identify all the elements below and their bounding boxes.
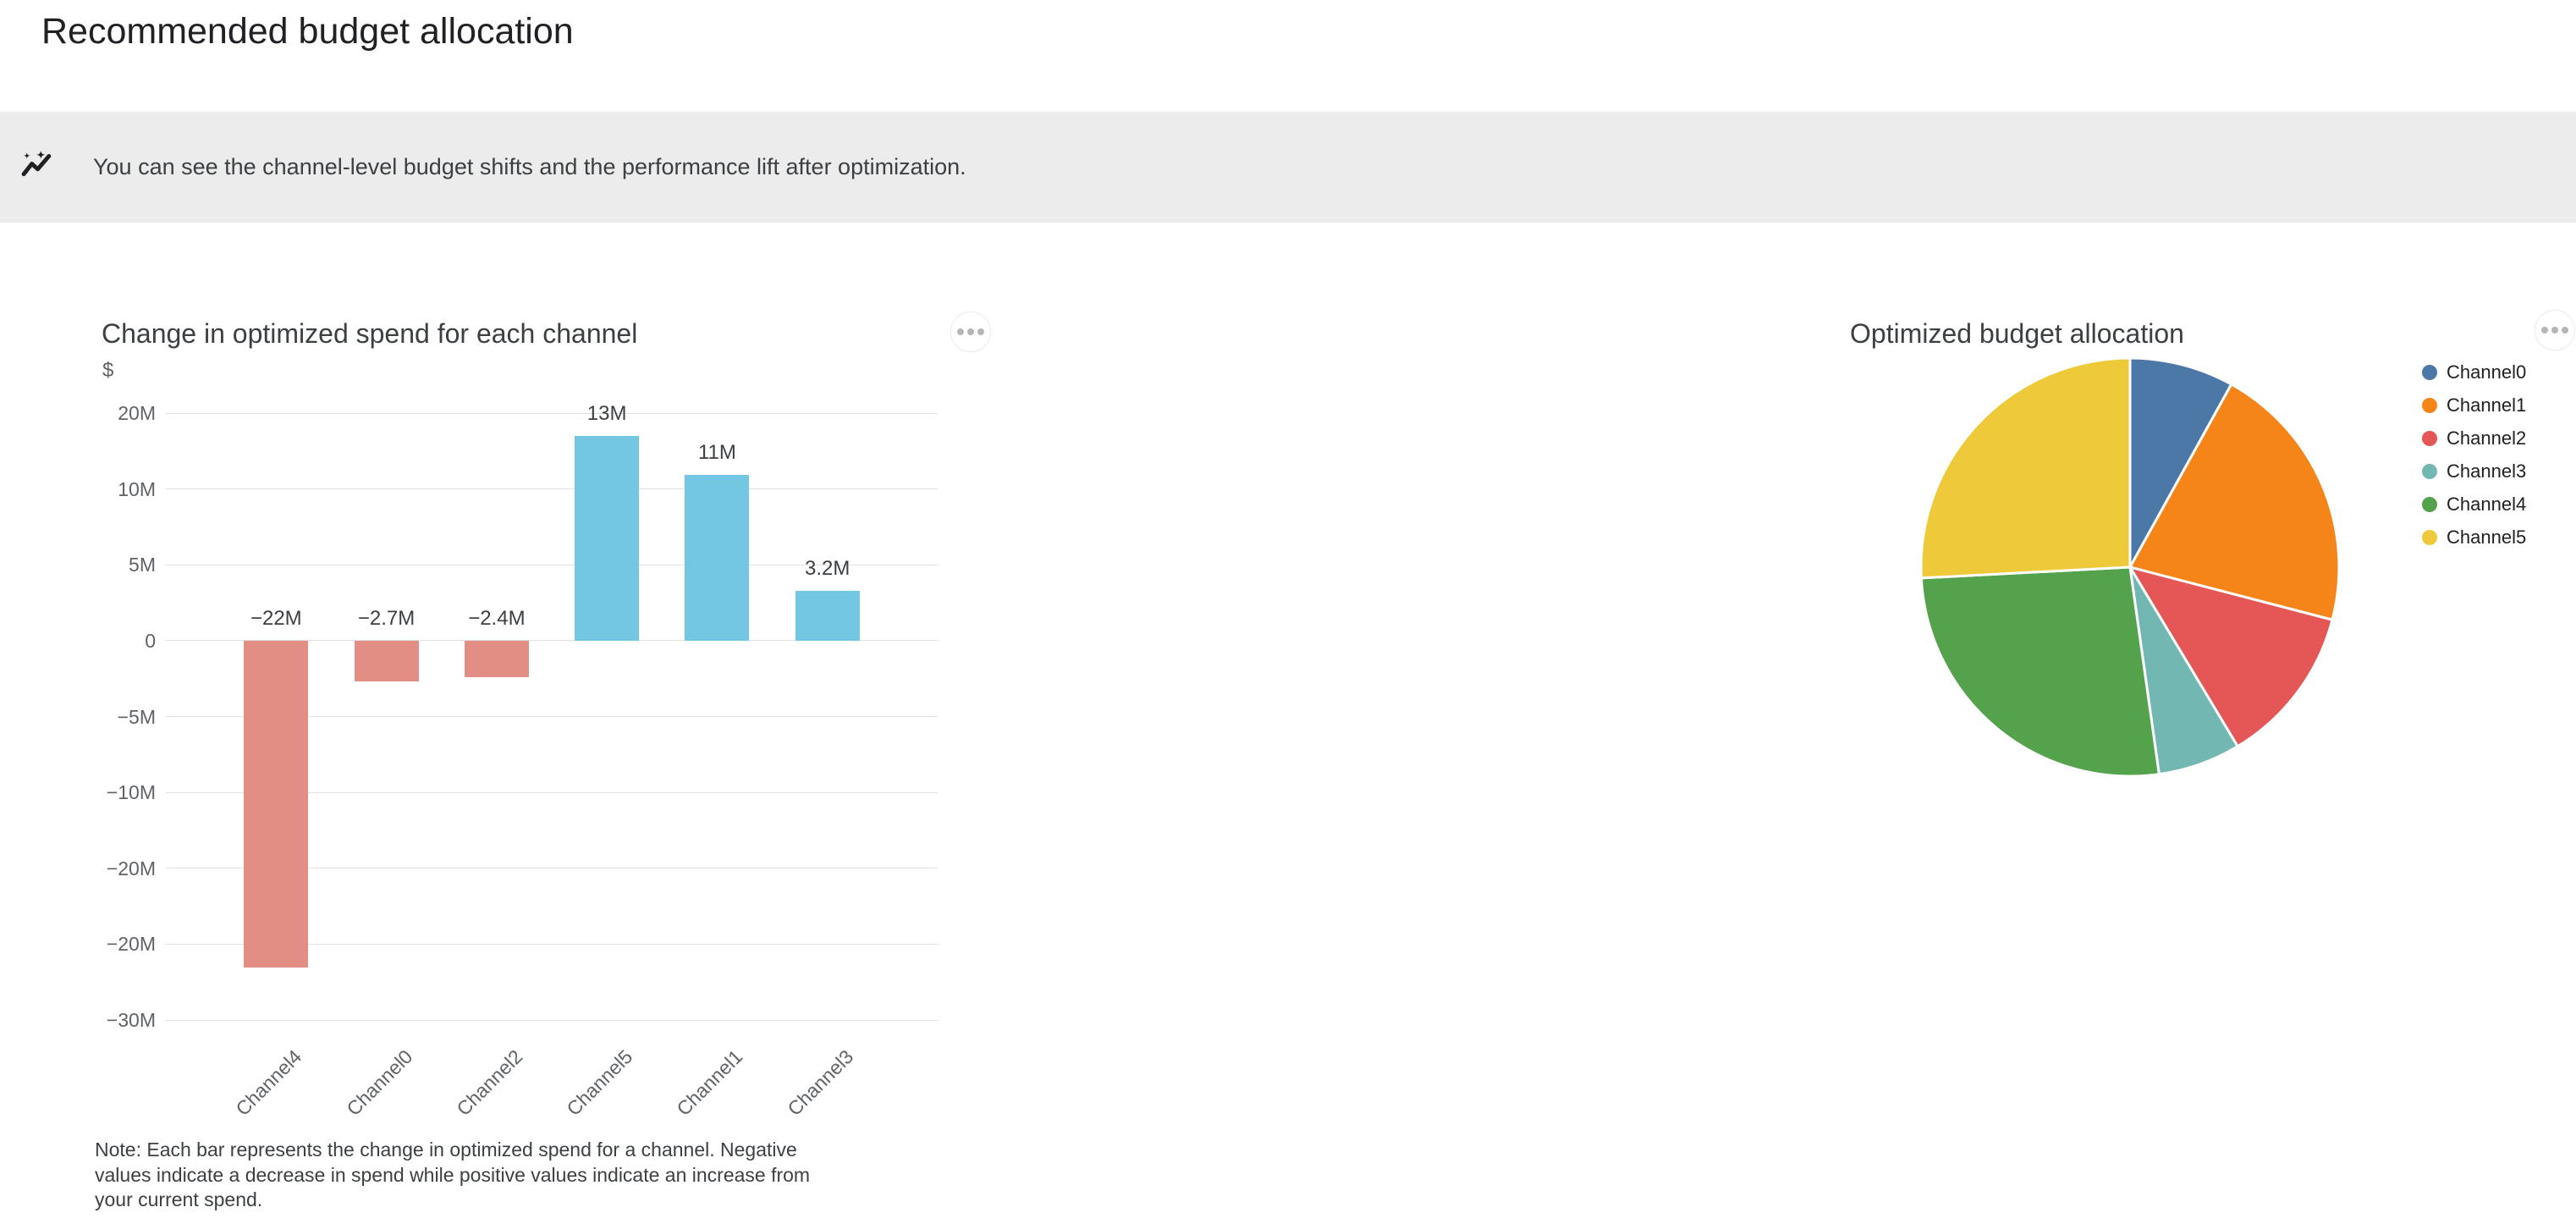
y-tick-label: 20M (118, 402, 156, 424)
y-tick-label: −20M (106, 857, 156, 879)
more-options-icon (2541, 327, 2568, 334)
bar-channel5[interactable] (575, 436, 640, 641)
grid-line (166, 791, 938, 793)
legend-item-channel4: Channel4 (2422, 488, 2526, 521)
pie-slice-channel2[interactable] (2128, 565, 2334, 748)
pie-chart-title: Optimized budget allocation (1850, 318, 2184, 349)
bar-value-label: 3.2M (804, 557, 850, 580)
legend-swatch (2422, 463, 2437, 479)
info-banner: You can see the channel-level budget shi… (0, 112, 2576, 223)
legend-item-channel1: Channel1 (2422, 389, 2526, 422)
legend-swatch (2422, 496, 2437, 512)
legend-item-channel5: Channel5 (2422, 521, 2526, 554)
y-tick-label: −30M (106, 1009, 156, 1031)
y-tick-label: 10M (118, 477, 156, 500)
bar-value-label: 11M (697, 440, 736, 464)
pie-legend: Channel0 Channel1 Channel2 Channel3 Channel4… (2422, 356, 2526, 554)
pie-chart (1919, 356, 2341, 778)
legend-label: Channel0 (2447, 361, 2527, 383)
grid-line (166, 943, 938, 945)
y-axis-unit-label: $ (102, 359, 114, 382)
legend-label: Channel5 (2447, 526, 2527, 548)
bar-channel3[interactable] (795, 591, 860, 641)
y-tick-label: −20M (106, 933, 156, 956)
legend-swatch (2422, 529, 2437, 545)
banner-message: You can see the channel-level budget shi… (93, 154, 966, 179)
legend-swatch (2422, 397, 2437, 413)
bar-channel4[interactable] (244, 640, 309, 968)
legend-item-channel3: Channel3 (2422, 455, 2526, 488)
legend-item-channel2: Channel2 (2422, 422, 2526, 455)
bar-value-label: −22M (250, 606, 302, 630)
bar-chart-note: Note: Each bar represents the change in … (95, 1139, 811, 1210)
legend-item-channel0: Channel0 (2422, 356, 2526, 389)
bar-plot-area: −22M Channel4 −2.7M Channel0 −2.4M Channel2 13… (166, 402, 938, 1120)
grid-line (166, 640, 938, 642)
y-axis-tick-labels: 20M 10M 5M 0 −5M −10M −20M −20M −30M (51, 402, 156, 1031)
grid-line (166, 716, 938, 717)
legend-label: Channel3 (2447, 460, 2527, 482)
bar-value-label: −2.4M (468, 606, 526, 630)
bar-value-label: 13M (586, 402, 627, 426)
pie-slice-channel5[interactable] (1919, 356, 2132, 580)
insights-sparkline-icon (21, 150, 52, 177)
grid-line (166, 488, 938, 490)
y-tick-label: −5M (117, 705, 156, 728)
more-options-icon (957, 328, 984, 335)
legend-label: Channel2 (2447, 427, 2527, 449)
bar-chart-title: Change in optimized spend for each chann… (102, 318, 638, 349)
pie-chart-options-button[interactable] (2535, 310, 2575, 350)
bar-value-label: −2.7M (357, 606, 416, 630)
legend-swatch (2422, 364, 2437, 380)
page-title: Recommended budget allocation (41, 11, 574, 52)
bar-channel1[interactable] (685, 474, 750, 641)
bar-channel0[interactable] (354, 640, 419, 681)
pie-slice-channel4[interactable] (1919, 565, 2160, 778)
y-tick-label: −10M (106, 781, 156, 804)
y-tick-label: 0 (145, 629, 156, 652)
legend-label: Channel4 (2447, 493, 2527, 515)
bar-chart-options-button[interactable] (950, 312, 991, 352)
pie-slice-channel1[interactable] (2128, 383, 2341, 621)
bar-channel2[interactable] (464, 640, 529, 678)
legend-label: Channel1 (2447, 394, 2527, 416)
pie-slice-channel0[interactable] (2128, 356, 2233, 569)
y-tick-label: 5M (129, 554, 156, 576)
grid-line (166, 412, 938, 414)
legend-swatch (2422, 430, 2437, 446)
grid-line (166, 1019, 938, 1021)
